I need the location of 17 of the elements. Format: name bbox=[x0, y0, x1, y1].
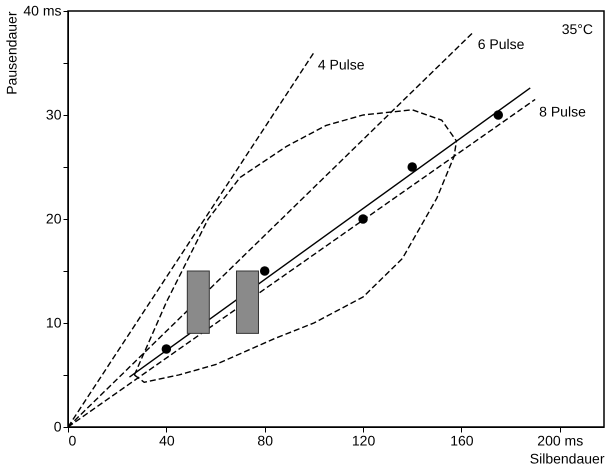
x-tick-label: 160 bbox=[450, 432, 474, 448]
x-tick-label: 120 bbox=[352, 432, 376, 448]
x-tick-label: 0 bbox=[68, 432, 76, 448]
y-axis-title: Pausendauer bbox=[3, 11, 20, 95]
series-label: 8 Pulse bbox=[539, 103, 586, 120]
y-tick-label: 10 bbox=[46, 314, 62, 330]
x-tick-label: 40 bbox=[159, 432, 175, 448]
x-tick-label: 80 bbox=[257, 432, 274, 448]
series-label: 6 Pulse bbox=[478, 36, 525, 52]
y-tick-label: 0 bbox=[54, 418, 62, 434]
y-tick-label: 30 bbox=[46, 106, 62, 122]
series-label: 4 Pulse bbox=[318, 56, 365, 73]
annotation: 35°C bbox=[562, 21, 593, 37]
x-axis-title: Silbendauer bbox=[530, 450, 605, 466]
y-tick-label: 40 ms bbox=[23, 2, 62, 18]
y-tick-label: 20 bbox=[46, 210, 62, 226]
x-tick-label: 200 ms bbox=[537, 432, 584, 448]
